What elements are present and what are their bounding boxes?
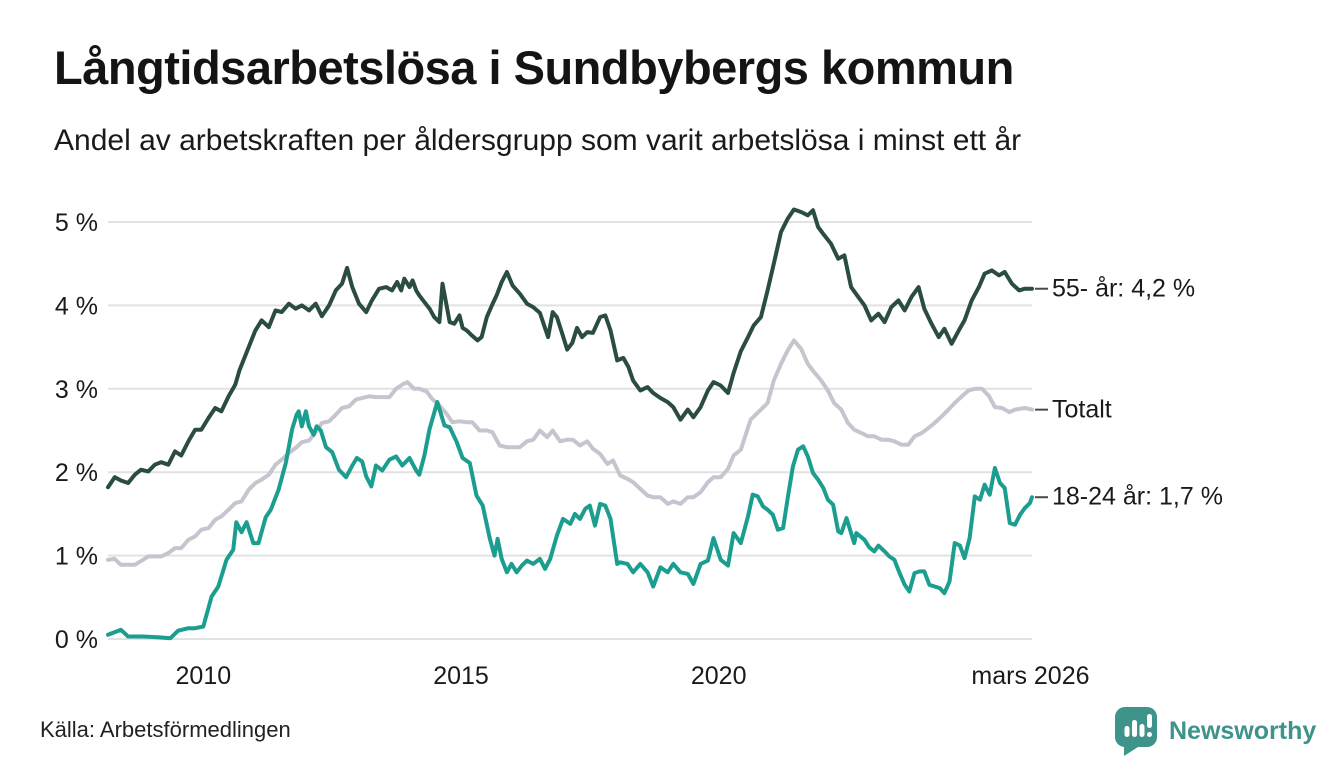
page-subtitle: Andel av arbetskraften per åldersgrupp s… bbox=[54, 124, 1022, 157]
series-line-55-r bbox=[106, 207, 1034, 490]
y-tick-label: 1 % bbox=[55, 543, 98, 571]
series-line-18-24-r bbox=[106, 400, 1034, 641]
x-tick-label: mars 2026 bbox=[971, 662, 1089, 690]
newsworthy-brand: Newsworthy bbox=[1113, 705, 1316, 757]
y-tick-label: 3 % bbox=[55, 376, 98, 404]
x-tick-label: 2015 bbox=[433, 662, 489, 690]
x-tick-label: 2020 bbox=[691, 662, 747, 690]
newsworthy-logo-icon bbox=[1113, 705, 1159, 757]
series-end-label-totalt: Totalt bbox=[1052, 395, 1112, 424]
y-tick-label: 2 % bbox=[55, 459, 98, 487]
x-tick-label: 2010 bbox=[176, 662, 232, 690]
y-tick-label: 4 % bbox=[55, 292, 98, 320]
series-end-label-55-r: 55- år: 4,2 % bbox=[1052, 274, 1196, 303]
y-tick-label: 5 % bbox=[55, 209, 98, 237]
y-tick-label: 0 % bbox=[55, 626, 98, 654]
source-note: Källa: Arbetsförmedlingen bbox=[40, 717, 291, 742]
newsworthy-wordmark: Newsworthy bbox=[1169, 716, 1317, 745]
series-line-totalt bbox=[106, 338, 1034, 567]
series-end-label-18-24-r: 18-24 år: 1,7 % bbox=[1052, 482, 1223, 511]
page-title: Långtidsarbetslösa i Sundbybergs kommun bbox=[54, 41, 1014, 94]
